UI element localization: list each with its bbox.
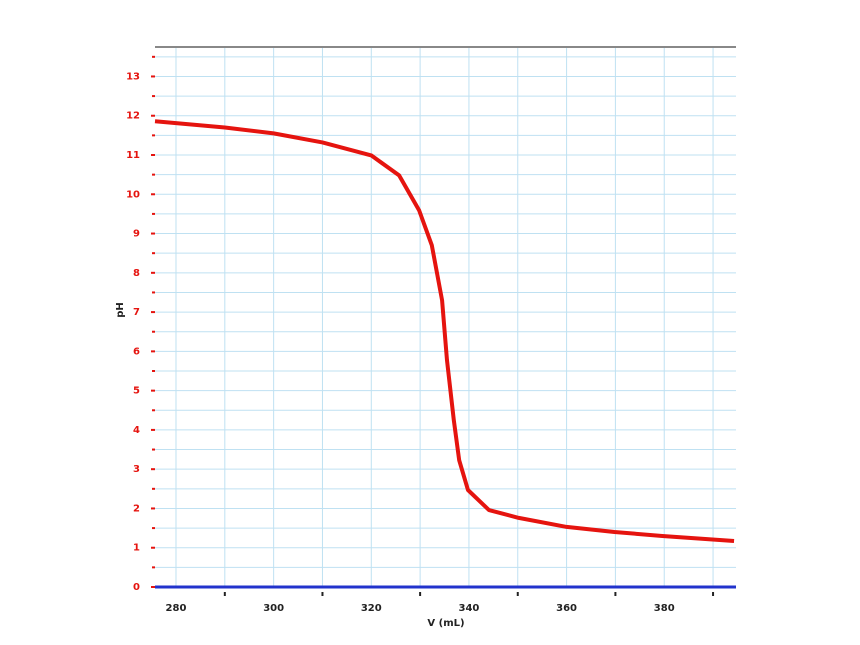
y-tick-label: 1: [133, 543, 140, 554]
y-tick-label: 9: [133, 229, 140, 240]
line: [154, 119, 735, 544]
x-tick-label: 360: [556, 603, 577, 614]
y-tick-label: 5: [133, 386, 140, 397]
y-tick-label: 12: [126, 111, 140, 122]
x-tick-label: 280: [166, 603, 187, 614]
x-tick-label: 380: [654, 603, 675, 614]
y-tick-label: 7: [133, 307, 140, 318]
x-tick-label: 340: [458, 603, 479, 614]
y-tick-label: 13: [126, 71, 140, 82]
y-tick-label: 0: [133, 582, 140, 593]
y-tick-label: 2: [133, 503, 140, 514]
y-tick-label: 11: [126, 150, 140, 161]
y-tick-label: 3: [133, 464, 140, 475]
x-axis-label: V (mL): [427, 618, 464, 629]
y-tick-label: 4: [133, 425, 140, 436]
y-tick-label: 10: [126, 189, 140, 200]
y-tick-label: 8: [133, 268, 140, 279]
y-axis-label: pH: [115, 302, 126, 318]
x-tick-label: 320: [361, 603, 382, 614]
x-tick-label: 300: [263, 603, 284, 614]
y-tick-label: 6: [133, 346, 140, 357]
